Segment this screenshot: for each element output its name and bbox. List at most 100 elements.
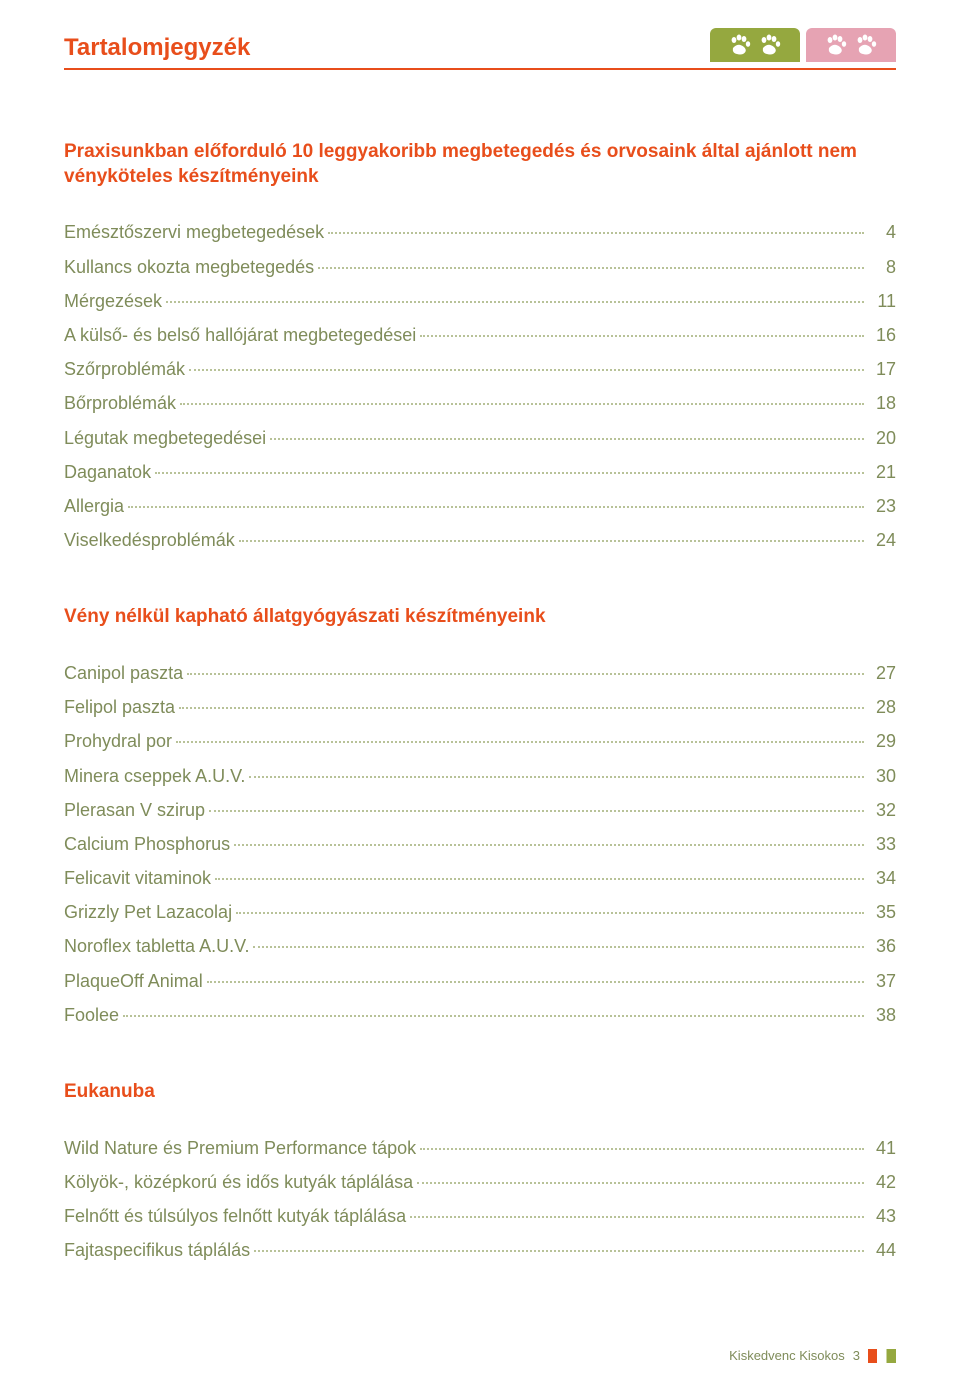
- toc-entry-label: Kölyök-, középkorú és idős kutyák táplál…: [64, 1165, 413, 1199]
- toc-entry-label: Légutak megbetegedései: [64, 421, 266, 455]
- dot-leader: [410, 1216, 864, 1218]
- dot-leader: [207, 981, 864, 983]
- dot-leader: [328, 232, 864, 234]
- toc-entry-page: 28: [868, 690, 896, 724]
- dot-leader: [236, 912, 864, 914]
- toc-entry-label: Fajtaspecifikus táplálás: [64, 1233, 250, 1267]
- toc-entry-label: Foolee: [64, 998, 119, 1032]
- toc-entry-page: 17: [868, 352, 896, 386]
- toc-entry: Felnőtt és túlsúlyos felnőtt kutyák tápl…: [64, 1199, 896, 1233]
- toc-entry: Foolee38: [64, 998, 896, 1032]
- toc-entry-page: 33: [868, 827, 896, 861]
- toc-entry-page: 20: [868, 421, 896, 455]
- toc-entry-label: Wild Nature és Premium Performance tápok: [64, 1131, 416, 1165]
- toc-entry: Kullancs okozta megbetegedés 8: [64, 250, 896, 284]
- toc-entry-page: 41: [868, 1131, 896, 1165]
- dot-leader: [180, 403, 864, 405]
- page-footer: Kiskedvenc Kisokos 3: [729, 1348, 896, 1363]
- toc-entry: Allergia 23: [64, 489, 896, 523]
- toc-entry-label: Canipol paszta: [64, 656, 183, 690]
- toc-entry: Calcium Phosphorus 33: [64, 827, 896, 861]
- dot-leader: [123, 1015, 864, 1017]
- toc-entry-label: Prohydral por: [64, 724, 172, 758]
- toc-entry: Bőrproblémák18: [64, 386, 896, 420]
- toc-entry-page: 24: [868, 523, 896, 557]
- title-rule: [64, 68, 896, 70]
- toc-entry-page: 42: [868, 1165, 896, 1199]
- toc-entry: Plerasan V szirup 32: [64, 793, 896, 827]
- toc-entry-page: 23: [868, 489, 896, 523]
- toc-entry-page: 29: [868, 724, 896, 758]
- toc-entry: Grizzly Pet Lazacolaj35: [64, 895, 896, 929]
- dot-leader: [417, 1182, 864, 1184]
- dot-leader: [253, 946, 864, 948]
- tab-pink: [806, 28, 896, 62]
- dot-leader: [318, 267, 864, 269]
- toc-entry: Prohydral por 29: [64, 724, 896, 758]
- toc-entry: Canipol paszta 27: [64, 656, 896, 690]
- toc-entry-label: Felnőtt és túlsúlyos felnőtt kutyák tápl…: [64, 1199, 406, 1233]
- toc-entry-page: 11: [868, 284, 896, 318]
- toc-entry: Szőrproblémák 17: [64, 352, 896, 386]
- toc-entry: PlaqueOff Animal37: [64, 964, 896, 998]
- dot-leader: [179, 707, 864, 709]
- paw-icon: [824, 34, 848, 56]
- dot-leader: [234, 844, 864, 846]
- dot-leader: [239, 540, 864, 542]
- dot-leader: [420, 335, 864, 337]
- dot-leader: [249, 776, 864, 778]
- footer-text: Kiskedvenc Kisokos: [729, 1348, 845, 1363]
- toc-entry-label: Plerasan V szirup: [64, 793, 205, 827]
- paw-icon: [728, 34, 752, 56]
- toc-entry-label: Mérgezések: [64, 284, 162, 318]
- toc-entry-label: Felipol paszta: [64, 690, 175, 724]
- toc-entry-page: 21: [868, 455, 896, 489]
- toc-entry-label: Kullancs okozta megbetegedés: [64, 250, 314, 284]
- toc-entry-page: 44: [868, 1233, 896, 1267]
- dot-leader: [166, 301, 864, 303]
- toc-entry-page: 8: [868, 250, 896, 284]
- toc-entry-page: 32: [868, 793, 896, 827]
- dot-leader: [155, 472, 864, 474]
- toc-entry-page: 36: [868, 929, 896, 963]
- toc-entry: Fajtaspecifikus táplálás 44: [64, 1233, 896, 1267]
- tab-olive: [710, 28, 800, 62]
- toc-entry: Daganatok21: [64, 455, 896, 489]
- paw-icon: [758, 34, 782, 56]
- toc-entry-label: Bőrproblémák: [64, 386, 176, 420]
- section-heading: Praxisunkban előforduló 10 leggyakoribb …: [64, 140, 896, 189]
- section-heading: Vény nélkül kapható állatgyógyászati kés…: [64, 605, 896, 630]
- toc-root: Praxisunkban előforduló 10 leggyakoribb …: [64, 140, 896, 1267]
- toc-entry-page: 27: [868, 656, 896, 690]
- dot-leader: [270, 438, 864, 440]
- header-tabs: [710, 28, 896, 62]
- dot-leader: [176, 741, 864, 743]
- section-heading: Eukanuba: [64, 1080, 896, 1105]
- toc-entry-label: Allergia: [64, 489, 124, 523]
- toc-entry-page: 35: [868, 895, 896, 929]
- toc-entry-label: Calcium Phosphorus: [64, 827, 230, 861]
- toc-entry-label: Felicavit vitaminok: [64, 861, 211, 895]
- paw-icon: [854, 34, 878, 56]
- header-row: Tartalomjegyzék: [64, 28, 896, 62]
- footer-flag-icon: [868, 1349, 896, 1363]
- dot-leader: [254, 1250, 864, 1252]
- toc-entry: Noroflex tabletta A.U.V.36: [64, 929, 896, 963]
- dot-leader: [189, 369, 864, 371]
- toc-entry: Légutak megbetegedései 20: [64, 421, 896, 455]
- page-title: Tartalomjegyzék: [64, 34, 250, 62]
- toc-entry-page: 37: [868, 964, 896, 998]
- toc-entry-label: Szőrproblémák: [64, 352, 185, 386]
- toc-entry: Kölyök-, középkorú és idős kutyák táplál…: [64, 1165, 896, 1199]
- toc-entry-label: Minera cseppek A.U.V.: [64, 759, 245, 793]
- dot-leader: [187, 673, 864, 675]
- toc-entry: Felicavit vitaminok34: [64, 861, 896, 895]
- toc-entry: Minera cseppek A.U.V.30: [64, 759, 896, 793]
- footer-page-number: 3: [853, 1348, 860, 1363]
- toc-entry: Wild Nature és Premium Performance tápok…: [64, 1131, 896, 1165]
- dot-leader: [128, 506, 864, 508]
- toc-entry-label: Viselkedésproblémák: [64, 523, 235, 557]
- toc-entry-page: 4: [868, 215, 896, 249]
- dot-leader: [215, 878, 864, 880]
- toc-section: Eukanuba Wild Nature és Premium Performan…: [64, 1080, 896, 1267]
